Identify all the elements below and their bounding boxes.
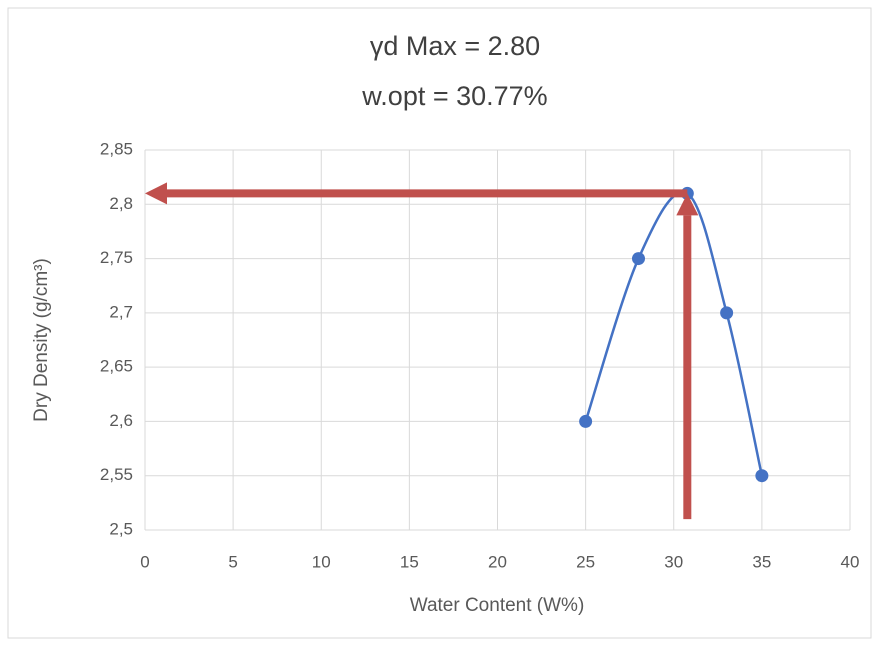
chart-border <box>7 7 872 639</box>
x-tick-label: 15 <box>400 552 419 571</box>
y-tick-label: 2,65 <box>100 357 133 376</box>
x-tick-label: 35 <box>752 552 771 571</box>
y-tick-label: 2,55 <box>100 465 133 484</box>
y-tick-label: 2,7 <box>109 302 133 321</box>
x-tick-label: 30 <box>664 552 683 571</box>
data-point <box>579 414 593 428</box>
data-point <box>632 252 645 266</box>
x-tick-label: 0 <box>140 552 149 571</box>
y-tick-label: 2,5 <box>109 519 133 538</box>
arrow-head <box>145 182 167 205</box>
data-point <box>720 306 734 320</box>
y-tick-label: 2,6 <box>109 411 133 430</box>
chart-title: γd Max = 2.80 <box>370 31 540 61</box>
y-tick-label: 2,75 <box>100 248 133 267</box>
x-tick-label: 10 <box>312 552 331 571</box>
chart-title: w.opt = 30.77% <box>361 81 547 111</box>
x-tick-label: 20 <box>488 552 507 571</box>
data-point <box>755 469 769 483</box>
x-tick-label: 5 <box>228 552 237 571</box>
x-tick-label: 25 <box>576 552 595 571</box>
y-tick-label: 2,8 <box>109 194 133 213</box>
y-tick-label: 2,85 <box>100 139 133 158</box>
x-axis-title: Water Content (W%) <box>410 595 585 616</box>
x-tick-label: 40 <box>841 552 860 571</box>
y-axis-title: Dry Density (g/cm³) <box>31 258 52 422</box>
arrow-head <box>676 193 699 216</box>
